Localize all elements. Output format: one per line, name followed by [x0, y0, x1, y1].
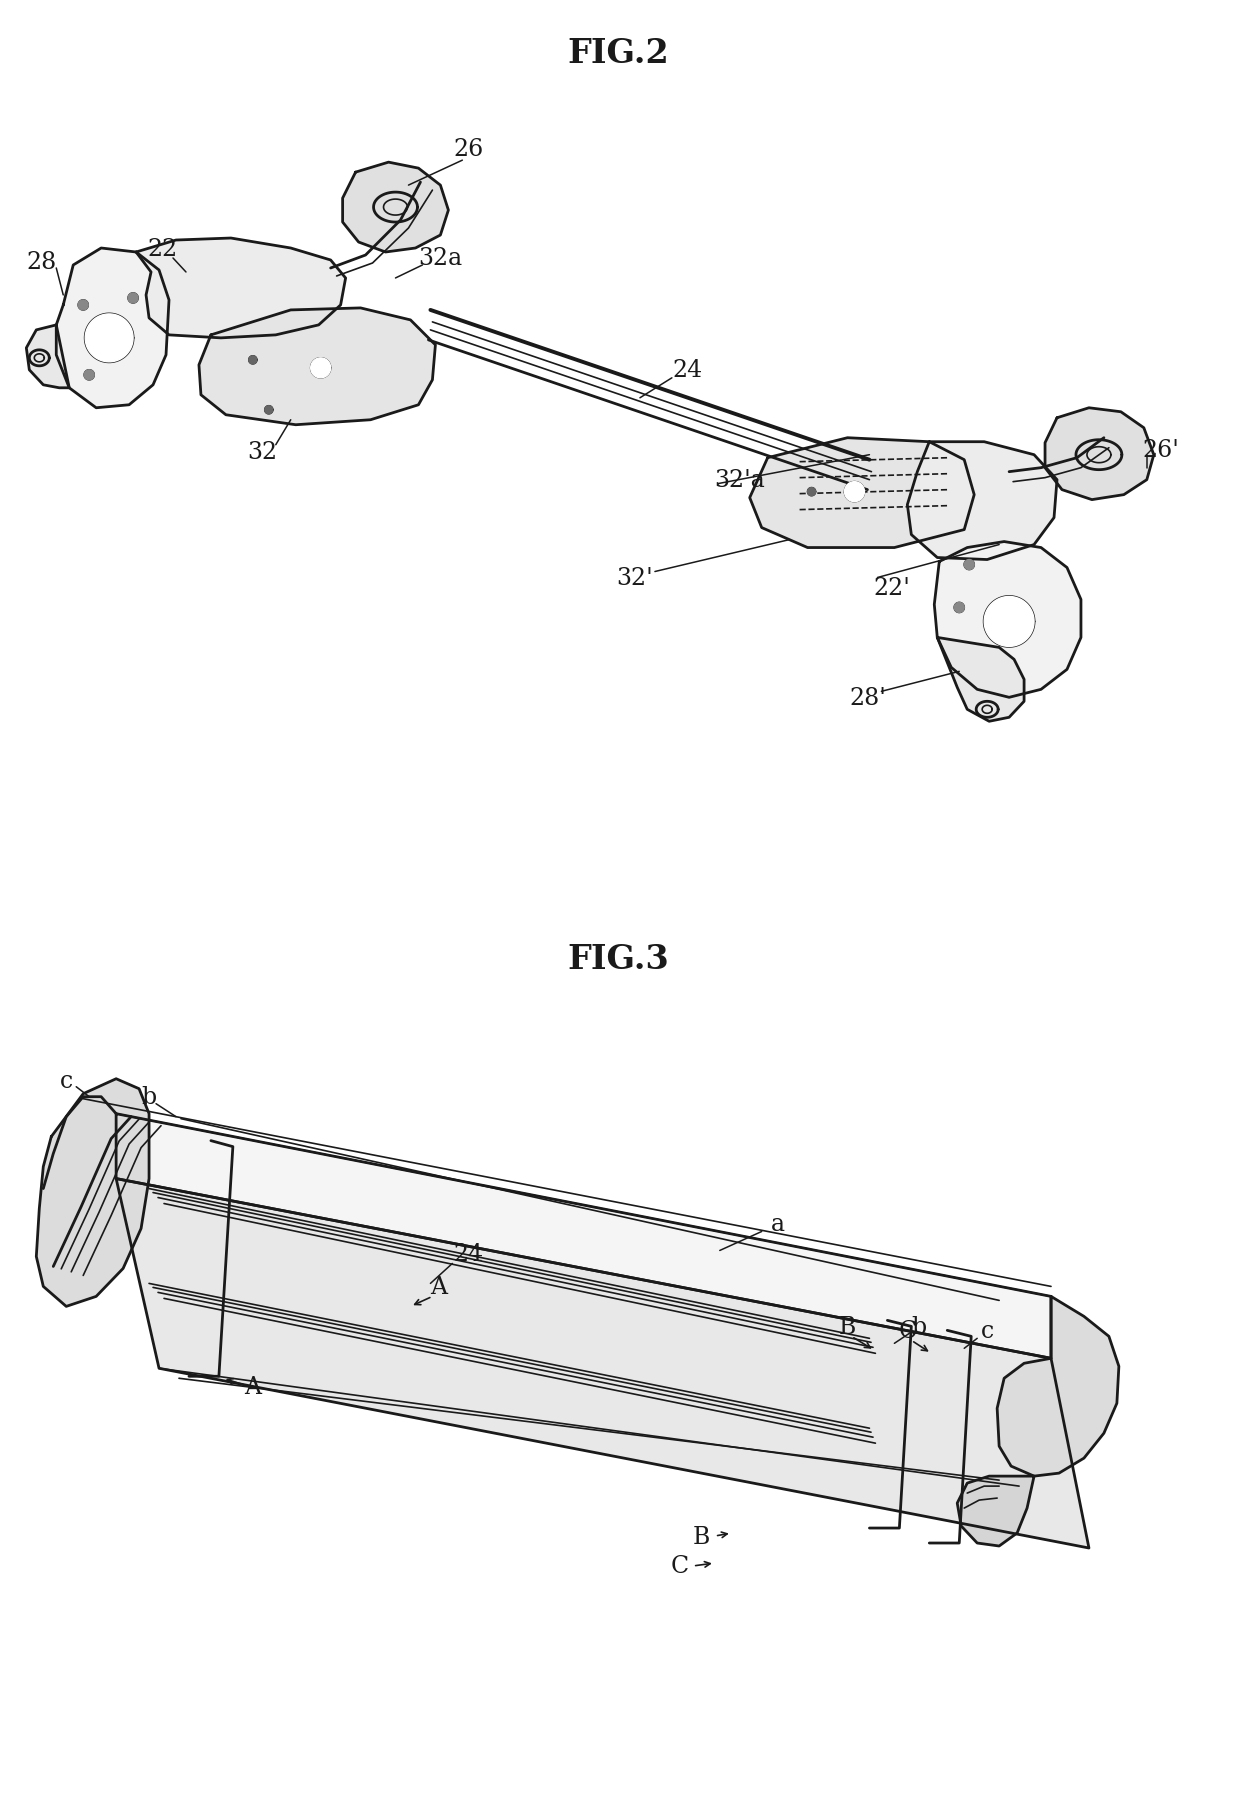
Polygon shape: [1045, 408, 1154, 501]
Polygon shape: [750, 439, 975, 548]
Polygon shape: [310, 358, 330, 379]
Text: 26': 26': [1142, 439, 1179, 463]
Polygon shape: [964, 560, 975, 571]
Polygon shape: [985, 596, 1034, 647]
Text: 32': 32': [616, 567, 653, 589]
Polygon shape: [934, 542, 1081, 698]
Polygon shape: [116, 1115, 1051, 1359]
Polygon shape: [129, 295, 139, 304]
Polygon shape: [249, 356, 257, 365]
Text: c: c: [981, 1319, 993, 1343]
Text: c: c: [59, 1070, 73, 1093]
Text: 22: 22: [148, 237, 178, 260]
Polygon shape: [938, 638, 1024, 721]
Polygon shape: [36, 1079, 148, 1306]
Text: 28: 28: [26, 251, 57, 275]
Text: B: B: [839, 1315, 856, 1339]
Text: 28': 28': [849, 687, 886, 710]
Polygon shape: [84, 370, 94, 381]
Text: 22': 22': [873, 576, 910, 600]
Text: 24: 24: [673, 360, 703, 381]
Polygon shape: [808, 488, 815, 497]
Text: a: a: [771, 1212, 784, 1236]
Text: 32: 32: [247, 441, 278, 464]
Text: A: A: [245, 1375, 261, 1399]
Text: A: A: [430, 1276, 447, 1297]
Text: B: B: [693, 1525, 710, 1547]
Text: b: b: [141, 1086, 157, 1108]
Text: C: C: [670, 1554, 689, 1578]
Polygon shape: [957, 1476, 1034, 1547]
Polygon shape: [343, 163, 448, 253]
Text: 24: 24: [453, 1241, 484, 1265]
Polygon shape: [85, 314, 134, 363]
Polygon shape: [78, 300, 88, 311]
Polygon shape: [908, 443, 1056, 560]
Polygon shape: [116, 1178, 1089, 1549]
Polygon shape: [199, 309, 435, 425]
Text: FIG.3: FIG.3: [567, 943, 669, 976]
Polygon shape: [954, 604, 964, 613]
Polygon shape: [136, 239, 345, 338]
Polygon shape: [265, 407, 273, 414]
Polygon shape: [997, 1297, 1119, 1476]
Text: b: b: [912, 1315, 927, 1339]
Polygon shape: [845, 482, 865, 502]
Text: 26: 26: [453, 137, 484, 161]
Text: 32'a: 32'a: [714, 468, 766, 492]
Text: C: C: [898, 1319, 917, 1343]
Polygon shape: [26, 325, 69, 389]
Text: 32a: 32a: [418, 248, 463, 271]
Polygon shape: [56, 249, 169, 408]
Text: FIG.2: FIG.2: [567, 36, 669, 70]
